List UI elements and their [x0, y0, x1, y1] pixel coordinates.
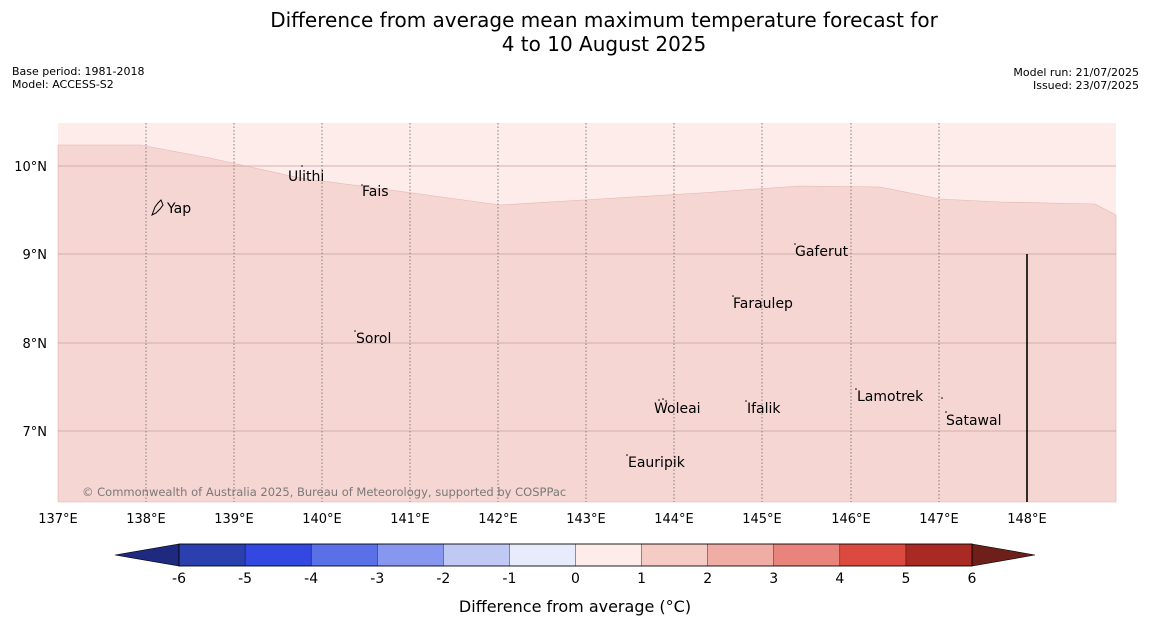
lon-label-138e: 138°E [126, 512, 166, 527]
colorbar-tick-label: -2 [436, 571, 450, 587]
lon-label-146e: 146°E [831, 512, 871, 527]
place-label-fais: Fais [362, 184, 389, 200]
colorbar-segment [178, 543, 246, 567]
colorbar-tick-label: -3 [370, 571, 384, 587]
base-period-text: Base period: 1981-2018 [12, 65, 145, 78]
colorbar-tick-label: 0 [571, 571, 580, 587]
place-label-satawal: Satawal [946, 413, 1001, 429]
colorbar-segment [839, 543, 907, 567]
lat-label-8n: 8°N [23, 337, 48, 352]
lon-label-147e: 147°E [919, 512, 959, 527]
lat-label-10n: 10°N [14, 160, 47, 175]
lon-label-142e: 142°E [478, 512, 518, 527]
place-label-woleai: Woleai [654, 401, 701, 417]
lon-label-141e: 141°E [390, 512, 430, 527]
model-text: Model: ACCESS-S2 [12, 78, 114, 91]
colorbar-segment [244, 543, 312, 567]
title-line-2: 4 to 10 August 2025 [501, 32, 707, 56]
chart-title: Difference from average mean maximum tem… [0, 8, 1150, 56]
lon-label-144e: 144°E [654, 512, 694, 527]
longitude-gridlines [145, 123, 940, 502]
colorbar-label: Difference from average (°C) [459, 597, 691, 616]
lat-label-7n: 7°N [23, 425, 48, 440]
place-label-ifalik: Ifalik [747, 401, 781, 417]
main-anomaly-region [57, 144, 1117, 503]
colorbar-outline [178, 543, 973, 567]
place-label-eauripik: Eauripik [628, 455, 686, 471]
yap-island-shape [151, 199, 164, 217]
place-label-gaferut: Gaferut [795, 244, 849, 260]
lon-label-139e: 139°E [214, 512, 254, 527]
metadata-left: Base period: 1981-2018 Model: ACCESS-S2 [12, 65, 144, 91]
longitude-labels: 137°E 138°E 139°E 140°E 141°E 142°E 143°… [38, 512, 1047, 527]
colorbar-segment [707, 543, 775, 567]
title-line-1: Difference from average mean maximum tem… [270, 8, 938, 32]
colorbar-segment [310, 543, 378, 567]
place-label-yap: Yap [166, 201, 191, 217]
colorbar-tick-label: 2 [703, 571, 712, 587]
colorbar-tick-label: -6 [172, 571, 186, 587]
colorbar: -6 -5 -4 -3 -2 -1 0 1 2 3 4 5 6 Difference from aver… [114, 543, 1036, 616]
lon-label-145e: 145°E [742, 512, 782, 527]
colorbar-tick-labels: -6 -5 -4 -3 -2 -1 0 1 2 3 4 5 6 [172, 571, 977, 587]
colorbar-segment [377, 543, 444, 567]
colorbar-under-arrow [114, 543, 180, 567]
issued-text: Issued: 23/07/2025 [1032, 79, 1139, 92]
colorbar-tick-label: 5 [901, 571, 910, 587]
place-labels: Ulithi Yap Fais Gaferut Faraulep Sorol L… [166, 169, 1001, 471]
colorbar-tick-label: 3 [769, 571, 778, 587]
colorbar-tick-label: 4 [835, 571, 844, 587]
model-run-text: Model run: 21/07/2025 [1013, 66, 1139, 79]
colorbar-segment [443, 543, 510, 567]
island-dots [301, 165, 947, 456]
colorbar-tick-label: -5 [238, 571, 252, 587]
latitude-labels: 10°N 9°N 8°N 7°N [14, 160, 47, 440]
colorbar-segments [178, 543, 973, 567]
map-area: Ulithi Yap Fais Gaferut Faraulep Sorol L… [57, 123, 1117, 503]
colorbar-tick-label: 1 [637, 571, 646, 587]
colorbar-segment [509, 543, 576, 567]
colorbar-tick-label: -1 [502, 571, 516, 587]
lon-label-148e: 148°E [1007, 512, 1047, 527]
lat-label-9n: 9°N [23, 248, 48, 263]
colorbar-segment [773, 543, 841, 567]
colorbar-segment [575, 543, 643, 567]
colorbar-tick-label: -4 [304, 571, 318, 587]
lon-label-140e: 140°E [302, 512, 342, 527]
place-label-ulithi: Ulithi [288, 169, 324, 185]
place-label-lamotrek: Lamotrek [857, 389, 924, 405]
colorbar-tick-label: 6 [968, 571, 977, 587]
place-label-sorol: Sorol [356, 331, 391, 347]
lon-label-143e: 143°E [566, 512, 606, 527]
colorbar-segment [641, 543, 709, 567]
place-label-faraulep: Faraulep [733, 296, 793, 312]
metadata-right: Model run: 21/07/2025 Issued: 23/07/2025 [1013, 66, 1139, 92]
colorbar-over-arrow [971, 543, 1036, 567]
lon-label-137e: 137°E [38, 512, 78, 527]
colorbar-segment [905, 543, 973, 567]
copyright-text: © Commonwealth of Australia 2025, Bureau… [82, 485, 566, 499]
